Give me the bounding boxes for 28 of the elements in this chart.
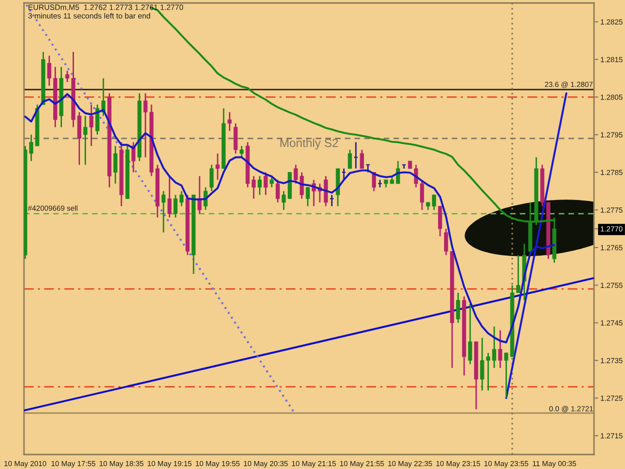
candlestick [113,145,118,184]
ref-line-label: Monthly S2 [280,138,338,150]
candlestick [180,190,184,207]
candlestick [89,104,94,147]
candlestick [258,175,262,196]
candlestick [432,194,436,211]
candlestick [210,164,214,192]
candlestick [360,149,364,170]
candlestick [456,292,460,324]
candlestick [83,115,88,166]
candlestick [468,303,472,365]
candlestick [348,149,352,170]
candlestick [143,92,148,158]
candlestick [438,205,442,237]
candlestick [276,179,280,204]
candlestick [498,330,502,369]
candlestick [234,122,238,154]
candlestick [270,175,274,188]
candlestick [174,194,178,218]
candlestick [240,145,244,158]
candlestick [264,172,268,196]
candlestick [228,111,232,132]
candlestick [161,190,166,234]
candlestick [444,228,448,256]
candlestick [216,152,220,181]
candlestick [420,179,424,211]
candlestick [167,175,172,218]
candlestick [306,186,310,207]
